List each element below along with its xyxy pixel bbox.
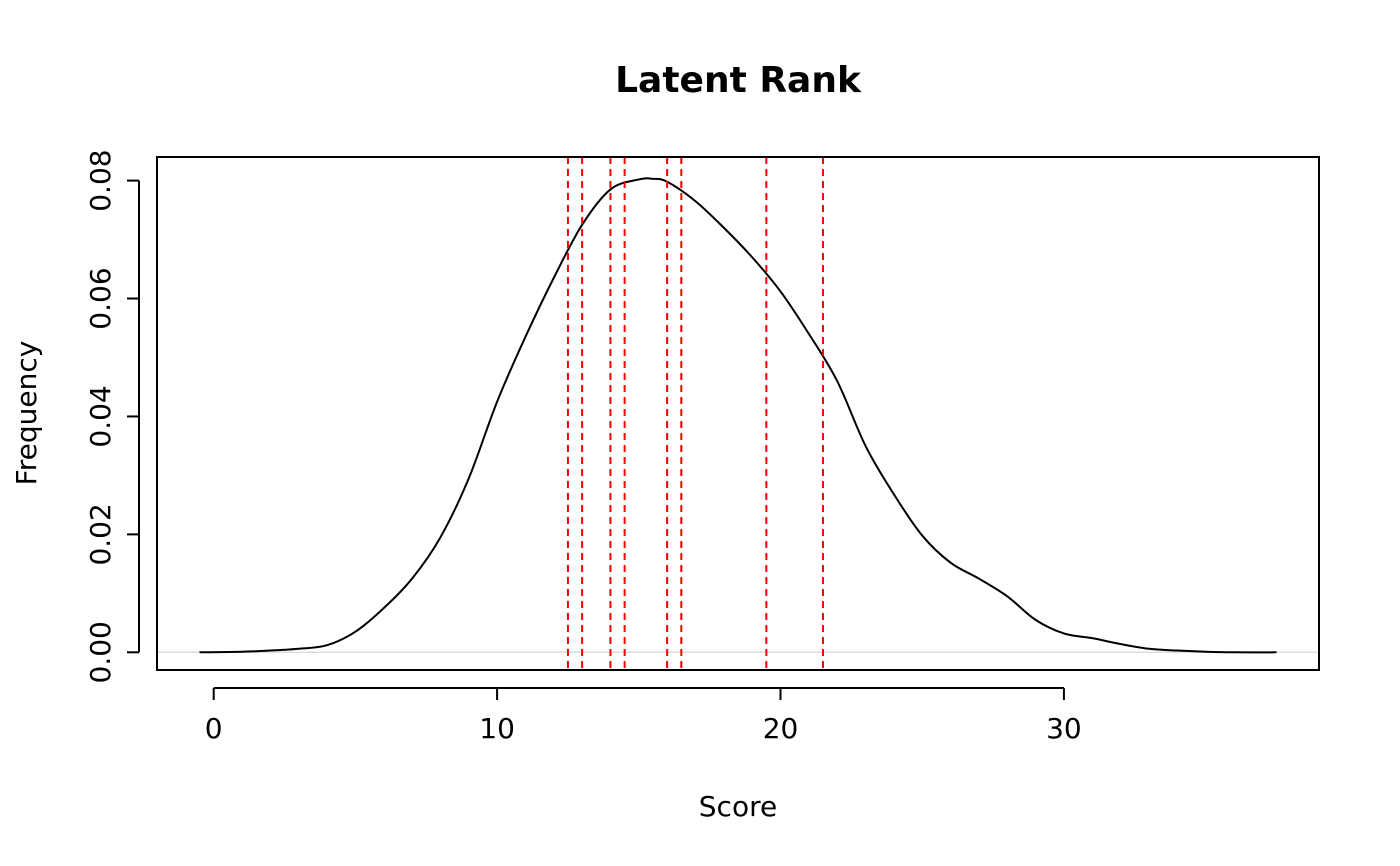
x-tick-label-1: 10	[479, 712, 515, 745]
y-axis-label: Frequency	[10, 341, 43, 486]
y-tick-label-2: 0.04	[84, 385, 117, 447]
x-tick-label-2: 20	[763, 712, 799, 745]
density-curve-0	[199, 177, 1277, 654]
x-tick-label-0: 0	[205, 712, 223, 745]
y-tick-label-0: 0.00	[84, 621, 117, 683]
plot-frame	[156, 156, 1320, 671]
y-tick-label-4: 0.08	[84, 149, 117, 211]
y-tick-label-3: 0.06	[84, 267, 117, 329]
x-tick-label-3: 30	[1046, 712, 1082, 745]
plot-area: 0 10 20 30 0.00 0.02 0.04 0.06 0.08	[84, 149, 1320, 745]
x-axis-label: Score	[699, 790, 777, 823]
chart-title: Latent Rank	[615, 60, 862, 101]
y-tick-label-1: 0.02	[84, 503, 117, 565]
